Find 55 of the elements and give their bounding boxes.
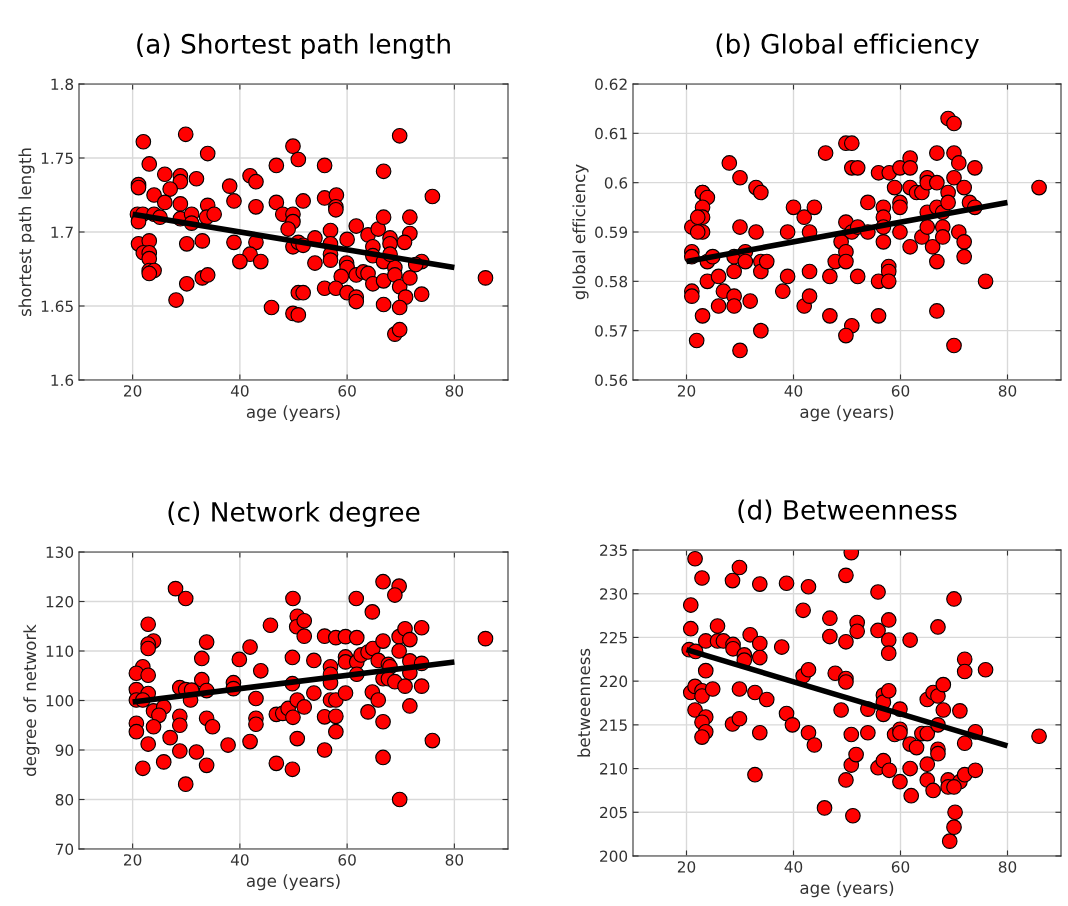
x-axis-title: age (years) bbox=[246, 874, 340, 891]
y-tick-label: 220 bbox=[600, 675, 628, 688]
y-tick-label: 225 bbox=[600, 631, 627, 644]
y-tick-label: 100 bbox=[46, 694, 74, 707]
y-tick-label: 210 bbox=[600, 763, 628, 775]
y-tick-label: 80 bbox=[55, 793, 74, 806]
x-axis-title: age (years) bbox=[246, 405, 340, 422]
y-axis-title: global efficiency bbox=[572, 164, 589, 300]
x-tick-label: 20 bbox=[124, 854, 142, 866]
y-tick-label: 215 bbox=[600, 719, 627, 731]
y-tick-label: 1.7 bbox=[51, 226, 73, 238]
y-tick-label: 110 bbox=[46, 645, 74, 658]
x-axis-title: age (years) bbox=[800, 405, 894, 422]
y-tick-label: 200 bbox=[600, 850, 628, 863]
y-axis-title: betweenness bbox=[577, 648, 591, 757]
y-tick-label: 0.57 bbox=[595, 325, 627, 337]
x-tick-label: 40 bbox=[230, 854, 249, 866]
y-tick-label: 130 bbox=[46, 546, 74, 559]
y-axis-title: shortest path length bbox=[18, 148, 35, 317]
y-tick-label: 0.61 bbox=[595, 127, 627, 140]
y-tick-label: 0.56 bbox=[595, 374, 628, 387]
x-tick-label: 40 bbox=[784, 385, 803, 397]
y-tick-label: 0.58 bbox=[595, 275, 628, 288]
x-tick-label: 80 bbox=[998, 861, 1017, 873]
y-tick-label: 1.75 bbox=[41, 152, 73, 165]
chart-title: (d) Betweenness bbox=[738, 499, 957, 523]
y-axis-title: degree of network bbox=[23, 624, 40, 776]
x-tick-label: 80 bbox=[998, 385, 1017, 397]
y-tick-label: 120 bbox=[46, 595, 74, 608]
y-tick-label: 0.62 bbox=[595, 78, 627, 91]
x-axis-title: age (years) bbox=[800, 881, 894, 898]
chart-title: (b) Global efficiency bbox=[716, 33, 979, 59]
y-tick-label: 90 bbox=[55, 744, 74, 757]
x-tick-label: 60 bbox=[338, 385, 356, 397]
x-tick-label: 60 bbox=[891, 385, 910, 397]
x-tick-label: 60 bbox=[338, 854, 356, 866]
x-tick-label: 40 bbox=[230, 385, 249, 397]
y-tick-label: 1.65 bbox=[41, 300, 73, 313]
x-tick-label: 80 bbox=[445, 854, 464, 866]
y-tick-label: 0.59 bbox=[595, 226, 628, 239]
chart-title: (a) Shortest path length bbox=[137, 33, 450, 59]
x-tick-label: 20 bbox=[124, 385, 142, 397]
x-tick-label: 20 bbox=[677, 385, 696, 397]
y-tick-label: 1.8 bbox=[51, 78, 74, 91]
x-tick-label: 40 bbox=[784, 861, 803, 873]
y-tick-label: 205 bbox=[600, 806, 627, 819]
y-tick-label: 0.6 bbox=[604, 177, 628, 189]
chart-title: (c) Network degree bbox=[168, 501, 420, 527]
x-tick-label: 20 bbox=[677, 861, 696, 873]
y-tick-label: 1.6 bbox=[51, 374, 74, 387]
y-tick-label: 70 bbox=[55, 843, 74, 856]
y-tick-label: 230 bbox=[600, 588, 628, 600]
y-tick-label: 235 bbox=[600, 544, 627, 557]
x-tick-label: 80 bbox=[445, 385, 464, 397]
x-tick-label: 60 bbox=[891, 861, 910, 873]
